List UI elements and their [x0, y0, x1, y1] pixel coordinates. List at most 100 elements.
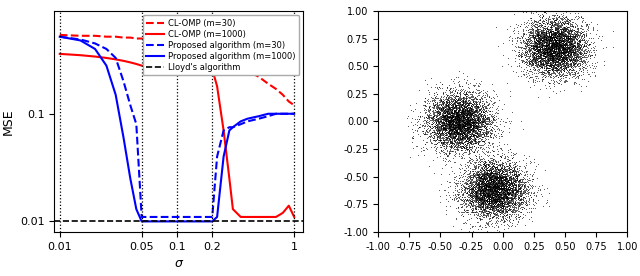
Point [567, 37, 577, 41]
Point [559, 63, 569, 68]
Point [545, 39, 556, 43]
Point [472, 196, 483, 200]
Point [456, 118, 467, 122]
Point [538, 46, 548, 51]
Point [532, 28, 543, 33]
Point [523, 185, 533, 189]
Point [548, 34, 558, 38]
Point [552, 44, 562, 48]
Point [537, 47, 547, 51]
Point [503, 191, 513, 196]
Point [498, 201, 508, 205]
Point [452, 132, 462, 136]
Point [467, 139, 477, 144]
Point [471, 134, 481, 138]
Point [511, 45, 521, 49]
Point [588, 28, 598, 33]
Point [452, 118, 463, 123]
Point [576, 69, 586, 74]
Point [474, 175, 484, 180]
Point [466, 180, 476, 184]
Point [497, 174, 507, 179]
Point [483, 194, 493, 198]
Point [547, 59, 557, 63]
Point [560, 20, 570, 25]
Point [486, 197, 497, 202]
Point [460, 136, 470, 140]
Point [459, 120, 469, 124]
Point [454, 140, 465, 145]
Point [435, 127, 445, 131]
Point [440, 121, 451, 126]
Point [457, 103, 467, 107]
Point [439, 142, 449, 146]
Point [559, 47, 570, 52]
Point [490, 197, 500, 202]
Point [472, 94, 482, 99]
Point [481, 177, 492, 181]
Point [436, 141, 447, 145]
Point [546, 41, 556, 45]
Point [537, 72, 547, 76]
Point [433, 134, 443, 139]
Point [455, 116, 465, 120]
Point [513, 205, 523, 209]
Point [453, 94, 463, 98]
Point [541, 48, 552, 52]
Point [452, 140, 463, 144]
Point [442, 121, 452, 126]
Point [550, 65, 561, 70]
Point [550, 37, 560, 41]
Point [554, 46, 564, 50]
Point [501, 196, 511, 200]
Point [426, 116, 436, 120]
Point [479, 213, 489, 217]
Point [483, 206, 493, 210]
Point [461, 119, 472, 123]
Point [467, 109, 477, 113]
Point [467, 110, 477, 115]
Point [457, 117, 467, 122]
Point [457, 124, 467, 128]
Point [465, 124, 476, 129]
Point [510, 173, 520, 178]
Point [559, 69, 570, 73]
Point [492, 177, 502, 181]
Point [489, 162, 499, 166]
Point [447, 114, 458, 118]
Point [531, 44, 541, 49]
Point [548, 65, 559, 69]
Point [421, 115, 431, 120]
Point [481, 185, 491, 190]
Point [440, 111, 450, 115]
Point [543, 57, 554, 61]
Point [460, 99, 470, 103]
Point [465, 179, 476, 183]
Point [529, 57, 540, 62]
Point [456, 186, 466, 191]
Point [477, 201, 488, 206]
Point [515, 191, 525, 195]
Point [493, 190, 503, 194]
Point [443, 185, 453, 189]
Point [455, 95, 465, 99]
Point [528, 57, 538, 61]
Point [555, 26, 565, 31]
Point [554, 36, 564, 40]
Point [462, 109, 472, 114]
Point [580, 20, 590, 24]
Point [576, 31, 586, 35]
Point [540, 38, 550, 43]
Point [542, 61, 552, 66]
Point [454, 116, 465, 121]
Point [557, 70, 568, 75]
Point [540, 46, 550, 51]
Point [428, 112, 438, 116]
Point [440, 126, 451, 130]
Point [458, 122, 468, 126]
Point [566, 63, 576, 68]
Point [493, 166, 503, 171]
Point [562, 49, 572, 54]
Point [554, 61, 564, 66]
Point [567, 28, 577, 32]
